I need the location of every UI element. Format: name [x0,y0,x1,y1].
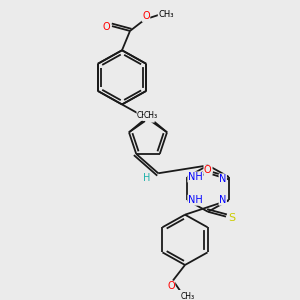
Text: CH₃: CH₃ [158,10,174,19]
Text: O: O [167,281,175,291]
Text: NH: NH [188,195,203,205]
Text: CH₃: CH₃ [137,111,151,120]
Text: H: H [142,173,150,183]
Text: O: O [102,22,110,32]
Text: N: N [219,195,226,205]
Text: O: O [142,11,150,21]
Text: S: S [228,213,236,223]
Text: O: O [204,165,212,175]
Text: NH: NH [188,172,203,182]
Text: N: N [146,112,154,122]
Text: CH₃: CH₃ [181,292,195,300]
Text: O: O [204,165,212,175]
Text: CH₃: CH₃ [144,111,158,120]
Text: N: N [219,174,226,184]
